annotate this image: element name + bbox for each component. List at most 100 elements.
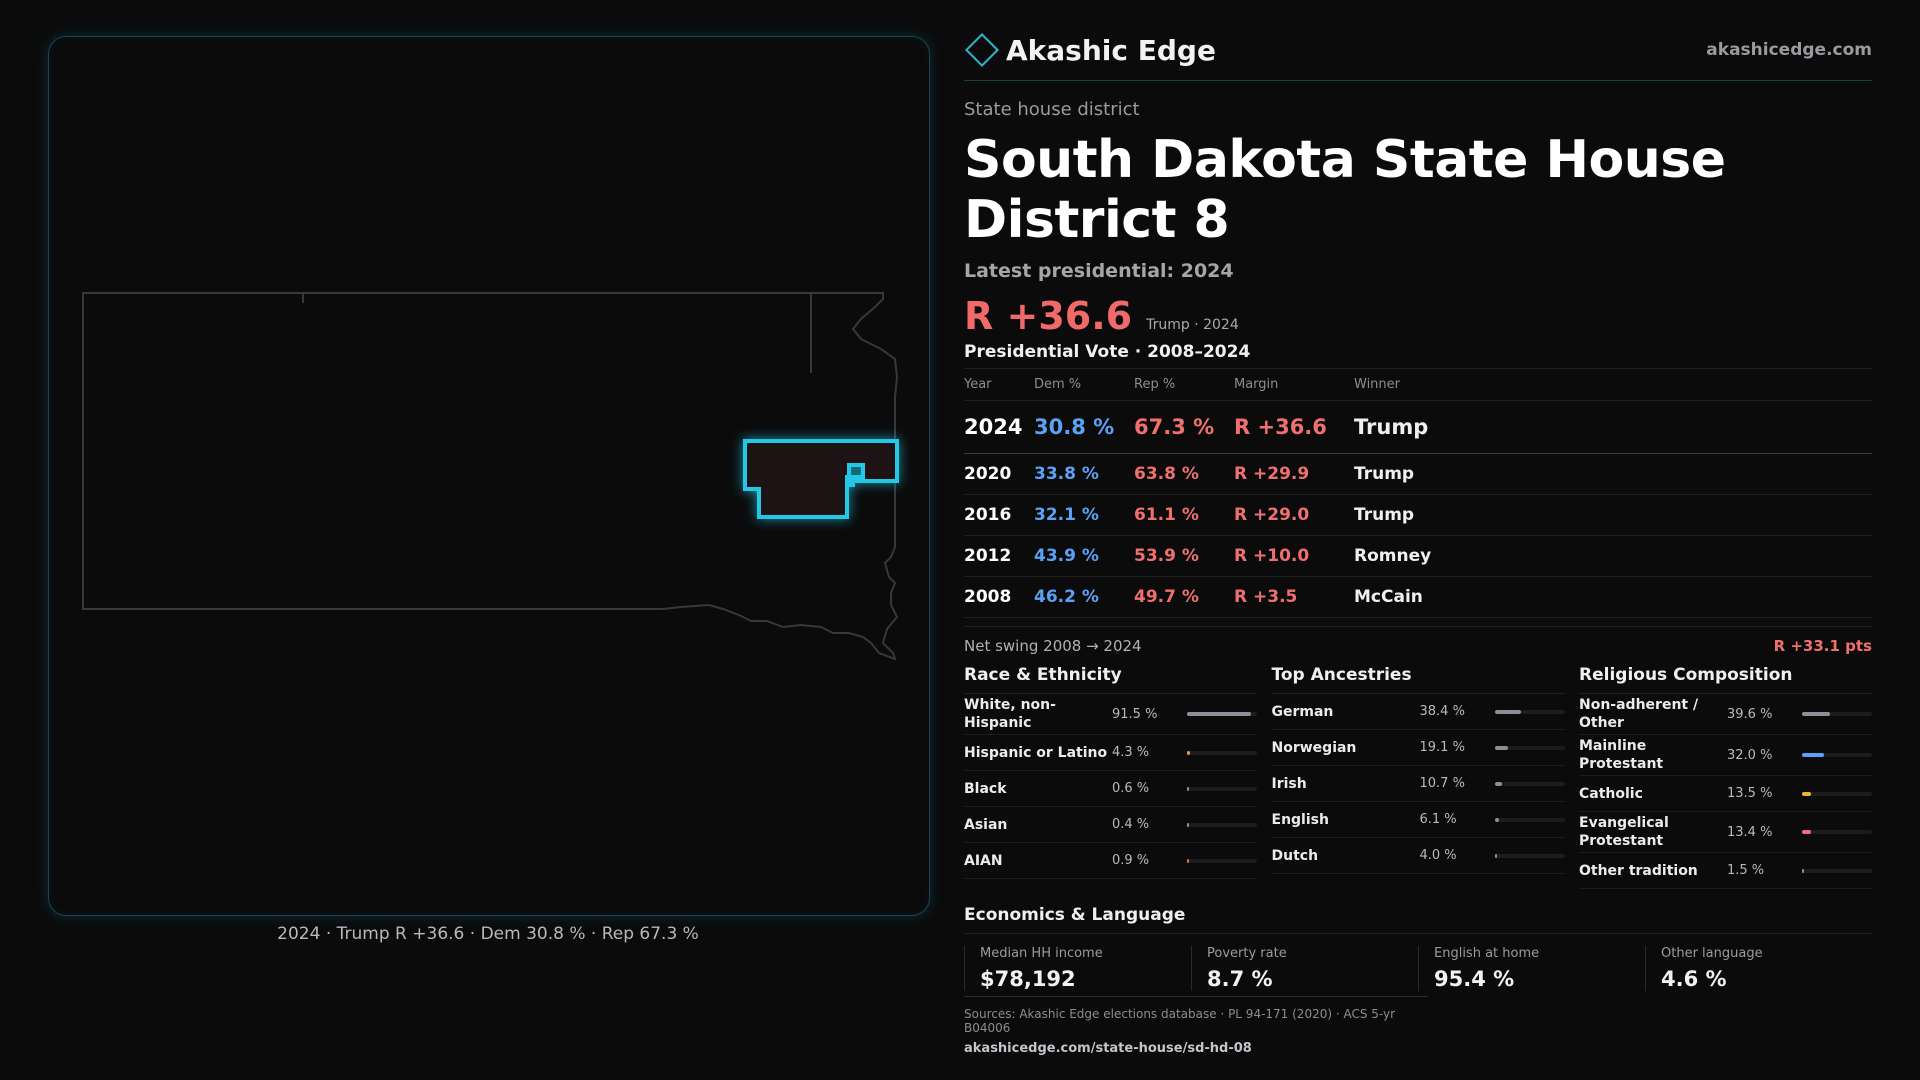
row-margin: R +10.0 bbox=[1234, 535, 1354, 577]
ancestry-panel: Top Ancestries German 38.4 % Norwegian 19.1… bbox=[1271, 665, 1565, 889]
net-swing: Net swing 2008 → 2024 R +33.1 pts bbox=[964, 626, 1872, 655]
district-highlight[interactable] bbox=[743, 439, 899, 519]
sources-footer: Sources: Akashic Edge elections database… bbox=[964, 996, 1428, 1056]
row-rep: 67.3 % bbox=[1134, 400, 1234, 454]
net-swing-label: Net swing 2008 → 2024 bbox=[964, 637, 1142, 655]
item-label: Catholic bbox=[1579, 785, 1643, 802]
item-label: Norwegian bbox=[1271, 739, 1357, 756]
item-label: Asian bbox=[964, 816, 1008, 833]
item-value: 91.5 % bbox=[1112, 706, 1158, 722]
row-winner: Trump bbox=[1354, 453, 1872, 495]
item-label: Non-adherent / Other bbox=[1579, 697, 1699, 731]
table-row: 2016 32.1 % 61.1 % R +29.0 Trump bbox=[964, 494, 1872, 536]
religion-heading: Religious Composition bbox=[1579, 665, 1872, 694]
econ-label: Poverty rate bbox=[1207, 946, 1287, 961]
list-item: Hispanic or Latino 4.3 % bbox=[964, 735, 1257, 771]
row-dem: 46.2 % bbox=[1034, 576, 1134, 618]
row-rep: 49.7 % bbox=[1134, 576, 1234, 618]
info-panel: Akashic Edge akashicedge.com State house… bbox=[964, 30, 1872, 991]
item-bar-fill bbox=[1187, 750, 1190, 755]
item-bar-track bbox=[1802, 753, 1872, 757]
item-bar-fill bbox=[1802, 830, 1812, 834]
item-bar-fill bbox=[1802, 868, 1805, 873]
item-label: Irish bbox=[1271, 775, 1307, 792]
item-bar-track bbox=[1494, 817, 1565, 822]
item-bar-track bbox=[1187, 858, 1257, 863]
econ-value: $78,192 bbox=[980, 967, 1076, 991]
headline-margin-note: Trump · 2024 bbox=[1146, 317, 1239, 333]
row-year: 2008 bbox=[964, 576, 1034, 618]
item-value: 6.1 % bbox=[1419, 812, 1457, 827]
list-item: Non-adherent / Other 39.6 % bbox=[1579, 694, 1872, 735]
row-dem: 33.8 % bbox=[1034, 453, 1134, 495]
item-bar-track bbox=[1187, 786, 1257, 791]
list-item: Norwegian 19.1 % bbox=[1271, 730, 1565, 766]
item-bar-track bbox=[1187, 822, 1257, 827]
item-bar-track bbox=[1494, 709, 1565, 714]
economics-heading: Economics & Language bbox=[964, 905, 1872, 934]
ancestry-heading: Top Ancestries bbox=[1271, 665, 1565, 694]
item-label: AIAN bbox=[964, 852, 1003, 869]
econ-value: 8.7 % bbox=[1207, 967, 1273, 991]
map-panel[interactable] bbox=[48, 36, 930, 916]
row-year: 2020 bbox=[964, 453, 1034, 495]
list-item: Asian 0.4 % bbox=[964, 807, 1257, 843]
economics-panel: Economics & Language Median HH income $7… bbox=[964, 905, 1872, 991]
row-margin: R +36.6 bbox=[1234, 400, 1354, 454]
item-bar-track bbox=[1494, 745, 1565, 750]
item-bar-fill bbox=[1494, 709, 1522, 714]
district-map[interactable] bbox=[49, 37, 929, 915]
brand-header: Akashic Edge akashicedge.com bbox=[964, 30, 1872, 81]
item-label: Hispanic or Latino bbox=[964, 744, 1108, 761]
item-value: 38.4 % bbox=[1419, 704, 1465, 719]
list-item: German 38.4 % bbox=[1271, 694, 1565, 730]
item-value: 1.5 % bbox=[1727, 863, 1765, 878]
item-value: 39.6 % bbox=[1727, 706, 1773, 722]
item-bar-track bbox=[1802, 830, 1872, 834]
list-item: Irish 10.7 % bbox=[1271, 766, 1565, 802]
row-margin: R +29.0 bbox=[1234, 494, 1354, 536]
item-bar-fill bbox=[1187, 786, 1190, 791]
row-winner: Romney bbox=[1354, 535, 1872, 577]
item-value: 0.9 % bbox=[1112, 853, 1150, 868]
item-bar-fill bbox=[1494, 853, 1498, 858]
econ-cell-poverty: Poverty rate 8.7 % bbox=[1191, 946, 1408, 991]
econ-label: English at home bbox=[1434, 946, 1540, 961]
net-swing-value: R +33.1 pts bbox=[1773, 637, 1872, 655]
item-bar-track bbox=[1187, 750, 1257, 755]
brand-site-link[interactable]: akashicedge.com bbox=[1706, 40, 1872, 60]
list-item: Mainline Protestant 32.0 % bbox=[1579, 735, 1872, 776]
item-value: 4.0 % bbox=[1419, 848, 1457, 863]
item-bar-fill bbox=[1187, 712, 1252, 716]
item-label: Evangelical Protestant bbox=[1579, 815, 1669, 849]
item-bar-track bbox=[1802, 712, 1872, 716]
economics-cells: Median HH income $78,192 Poverty rate 8.… bbox=[964, 946, 1872, 991]
list-item: Dutch 4.0 % bbox=[1271, 838, 1565, 874]
econ-label: Median HH income bbox=[980, 946, 1103, 961]
item-label: Black bbox=[964, 780, 1007, 797]
econ-cell-other-language: Other language 4.6 % bbox=[1645, 946, 1862, 991]
item-bar-track bbox=[1494, 781, 1565, 786]
row-dem: 32.1 % bbox=[1034, 494, 1134, 536]
econ-cell-income: Median HH income $78,192 bbox=[964, 946, 1181, 991]
item-bar-fill bbox=[1494, 817, 1499, 822]
list-item: White, non-Hispanic 91.5 % bbox=[964, 694, 1257, 735]
col-rep: Rep % bbox=[1134, 368, 1234, 401]
item-value: 19.1 % bbox=[1419, 740, 1465, 755]
item-label: Other tradition bbox=[1579, 862, 1698, 879]
econ-label: Other language bbox=[1661, 946, 1763, 961]
sources-url[interactable]: akashicedge.com/state-house/sd-hd-08 bbox=[964, 1041, 1252, 1056]
col-margin: Margin bbox=[1234, 368, 1354, 401]
row-margin: R +29.9 bbox=[1234, 453, 1354, 495]
col-dem: Dem % bbox=[1034, 368, 1134, 401]
row-rep: 53.9 % bbox=[1134, 535, 1234, 577]
item-label: Mainline Protestant bbox=[1579, 738, 1664, 772]
item-bar-fill bbox=[1802, 791, 1812, 796]
page-title: South Dakota State House District 8 bbox=[964, 130, 1726, 250]
col-year: Year bbox=[964, 368, 1034, 401]
list-item: Other tradition 1.5 % bbox=[1579, 853, 1872, 889]
list-item: AIAN 0.9 % bbox=[964, 843, 1257, 879]
vote-table-heading: Presidential Vote · 2008–2024 bbox=[964, 342, 1251, 362]
row-year: 2016 bbox=[964, 494, 1034, 536]
item-value: 13.4 % bbox=[1727, 824, 1773, 840]
